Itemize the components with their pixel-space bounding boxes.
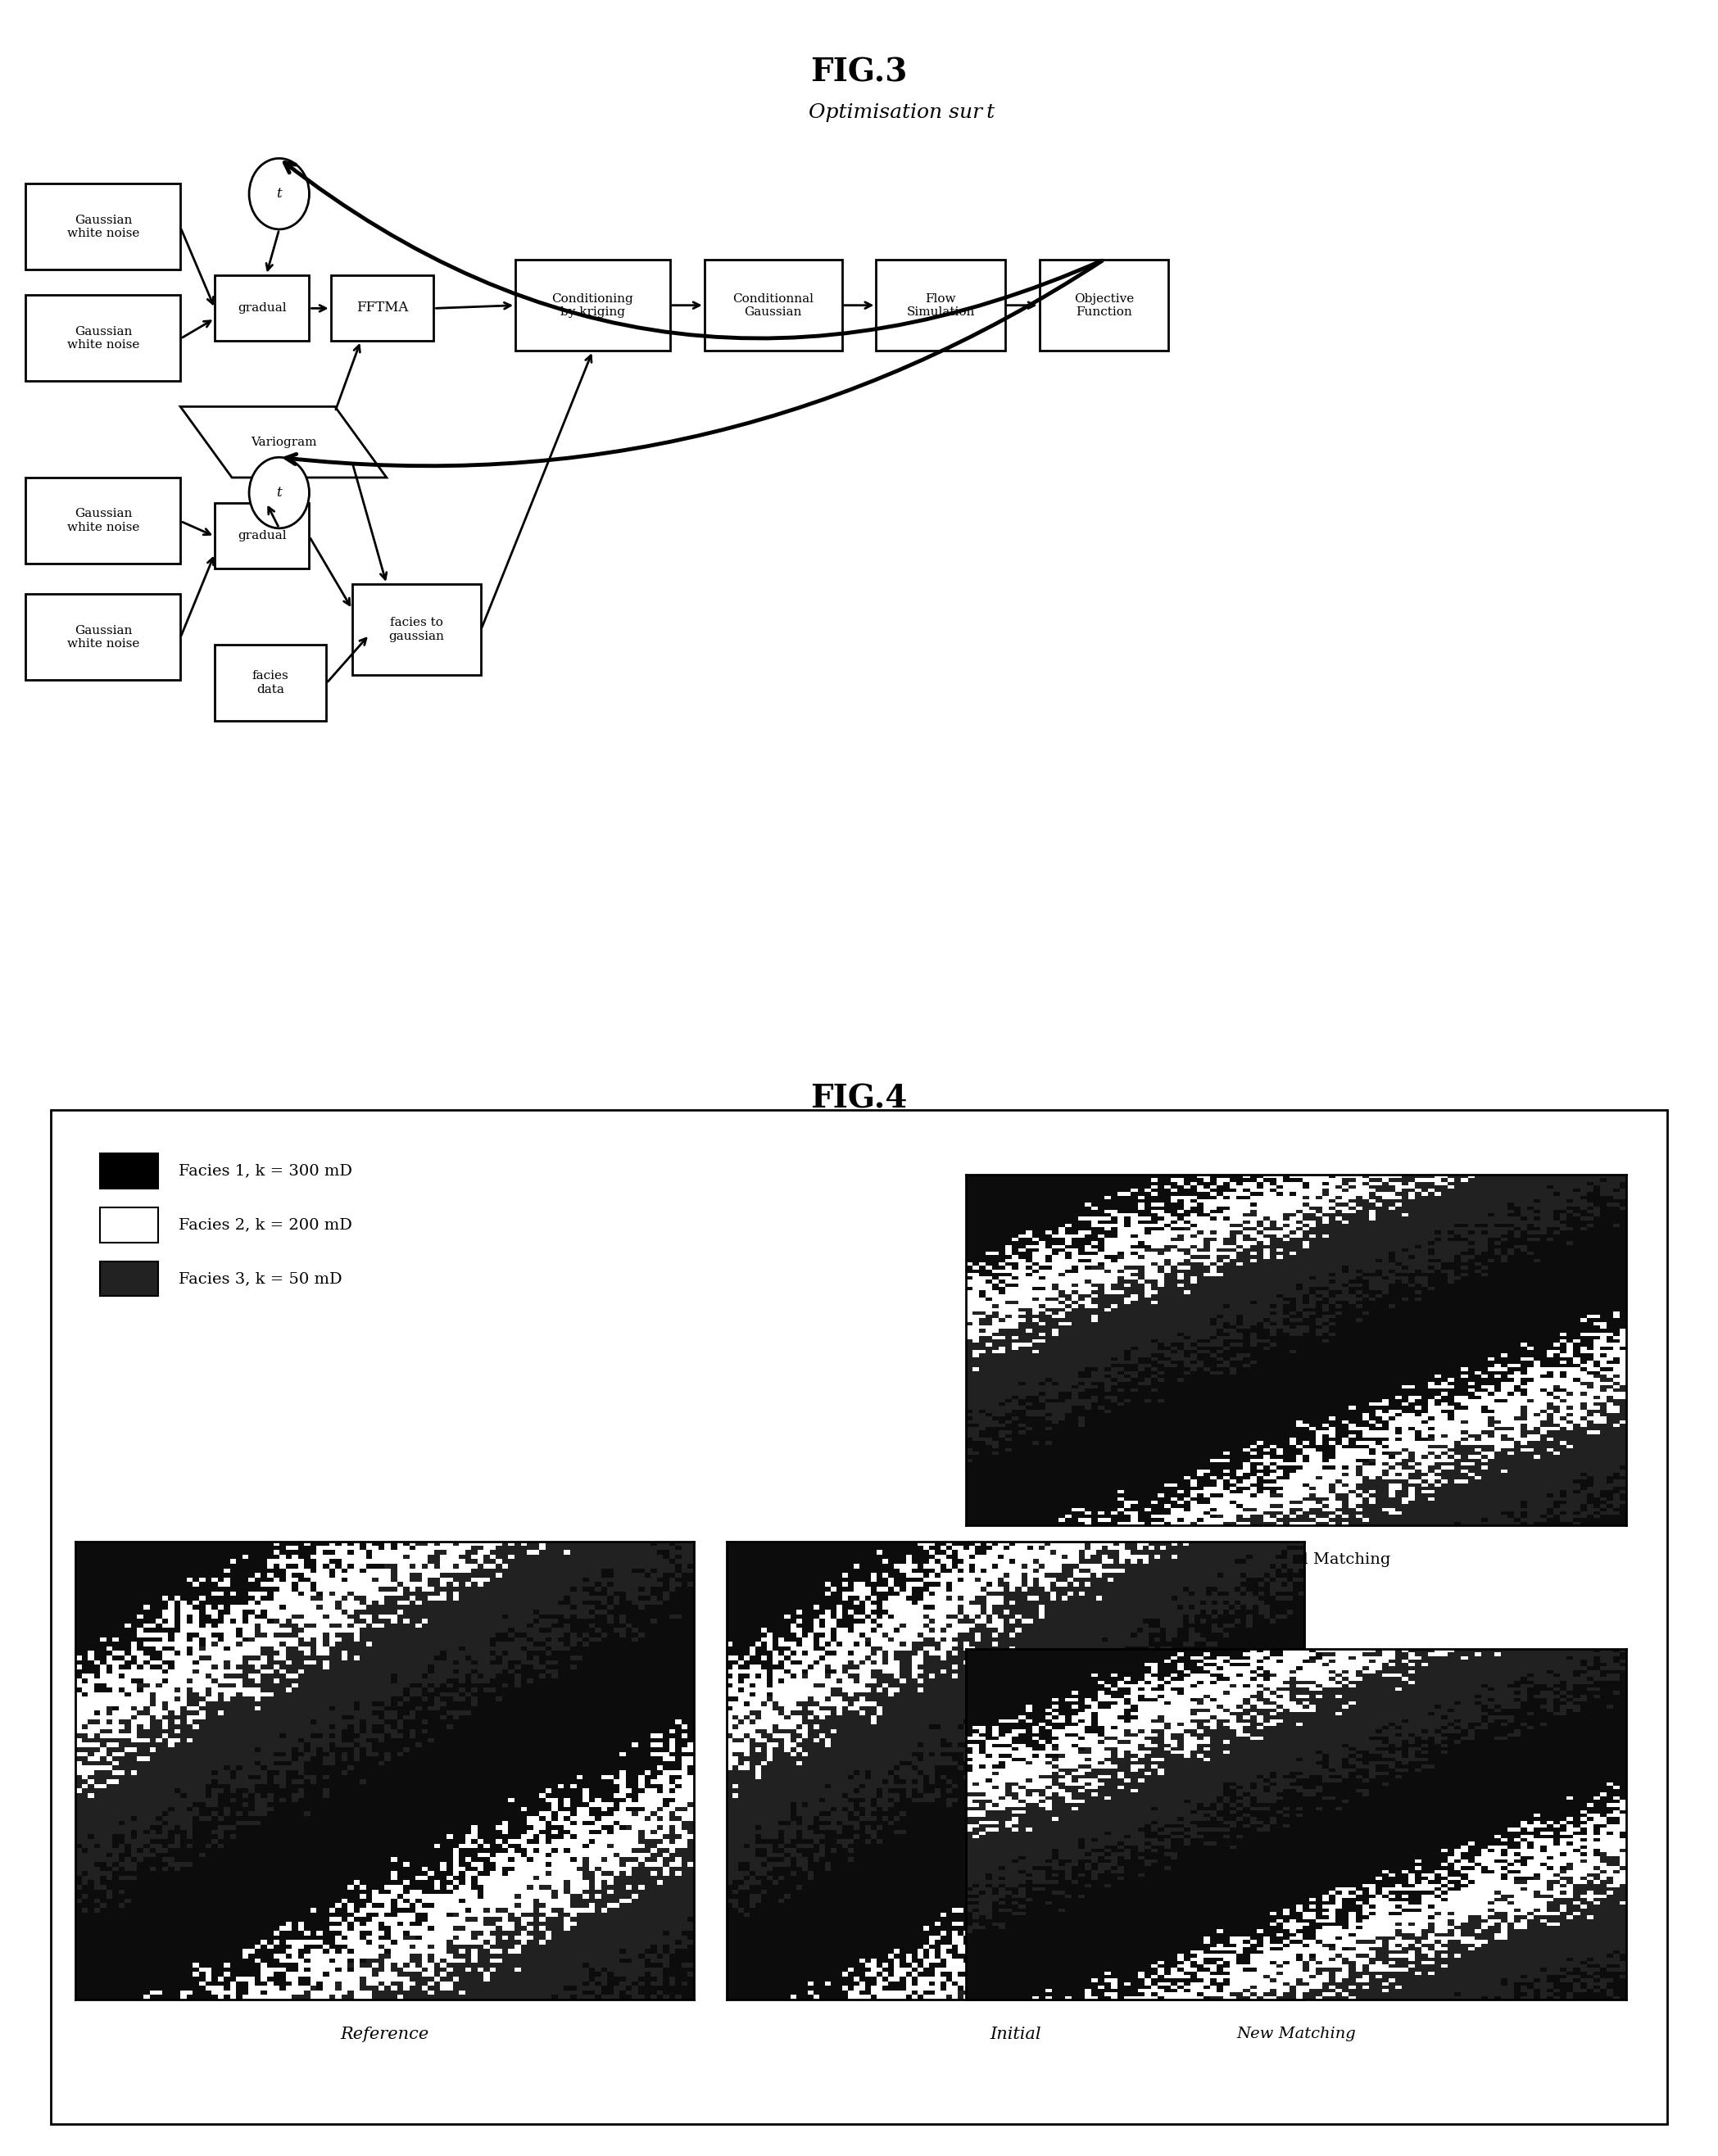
FancyBboxPatch shape: [215, 645, 326, 720]
FancyBboxPatch shape: [1039, 259, 1168, 351]
Text: New Matching: New Matching: [1237, 2027, 1356, 2042]
Text: FFTMA: FFTMA: [356, 302, 409, 315]
FancyBboxPatch shape: [332, 274, 433, 341]
FancyBboxPatch shape: [26, 295, 180, 382]
Text: t: t: [277, 188, 282, 201]
Text: FIG.3: FIG.3: [811, 56, 907, 88]
Text: Facies 3, k = 50 mD: Facies 3, k = 50 mD: [179, 1272, 342, 1287]
Text: Gaussian
white noise: Gaussian white noise: [67, 509, 139, 533]
Text: Conventional Matching: Conventional Matching: [1201, 1552, 1392, 1567]
Text: Initial: Initial: [990, 2027, 1041, 2042]
FancyBboxPatch shape: [100, 1153, 158, 1188]
FancyBboxPatch shape: [515, 259, 670, 351]
FancyBboxPatch shape: [352, 584, 481, 675]
Text: facies to
gaussian: facies to gaussian: [388, 617, 445, 642]
Circle shape: [249, 457, 309, 528]
FancyBboxPatch shape: [26, 183, 180, 270]
FancyBboxPatch shape: [100, 1261, 158, 1296]
FancyBboxPatch shape: [704, 259, 842, 351]
Text: Flow
Simulation: Flow Simulation: [907, 293, 974, 317]
Text: FIG.4: FIG.4: [811, 1084, 907, 1115]
Text: Gaussian
white noise: Gaussian white noise: [67, 625, 139, 649]
Text: Gaussian
white noise: Gaussian white noise: [67, 213, 139, 239]
Text: Conditionnal
Gaussian: Conditionnal Gaussian: [732, 293, 814, 317]
FancyBboxPatch shape: [52, 1110, 1666, 2124]
Text: Gaussian
white noise: Gaussian white noise: [67, 326, 139, 351]
Text: facies
data: facies data: [253, 671, 289, 694]
Text: gradual: gradual: [237, 302, 287, 313]
Text: Objective
Function: Objective Function: [1074, 293, 1134, 317]
Text: Facies 2, k = 200 mD: Facies 2, k = 200 mD: [179, 1218, 352, 1233]
FancyBboxPatch shape: [215, 502, 309, 569]
Text: Optimisation sur t: Optimisation sur t: [809, 103, 995, 123]
Circle shape: [249, 157, 309, 229]
Text: Facies 1, k = 300 mD: Facies 1, k = 300 mD: [179, 1164, 352, 1179]
Text: Reference: Reference: [340, 2027, 430, 2042]
FancyBboxPatch shape: [876, 259, 1005, 351]
Polygon shape: [180, 407, 387, 479]
FancyBboxPatch shape: [215, 274, 309, 341]
Text: t: t: [277, 485, 282, 500]
FancyBboxPatch shape: [26, 595, 180, 681]
FancyBboxPatch shape: [100, 1207, 158, 1242]
Text: Variogram: Variogram: [251, 436, 316, 448]
Text: Conditioning
by kriging: Conditioning by kriging: [551, 293, 634, 317]
Text: gradual: gradual: [237, 530, 287, 541]
FancyBboxPatch shape: [26, 479, 180, 563]
